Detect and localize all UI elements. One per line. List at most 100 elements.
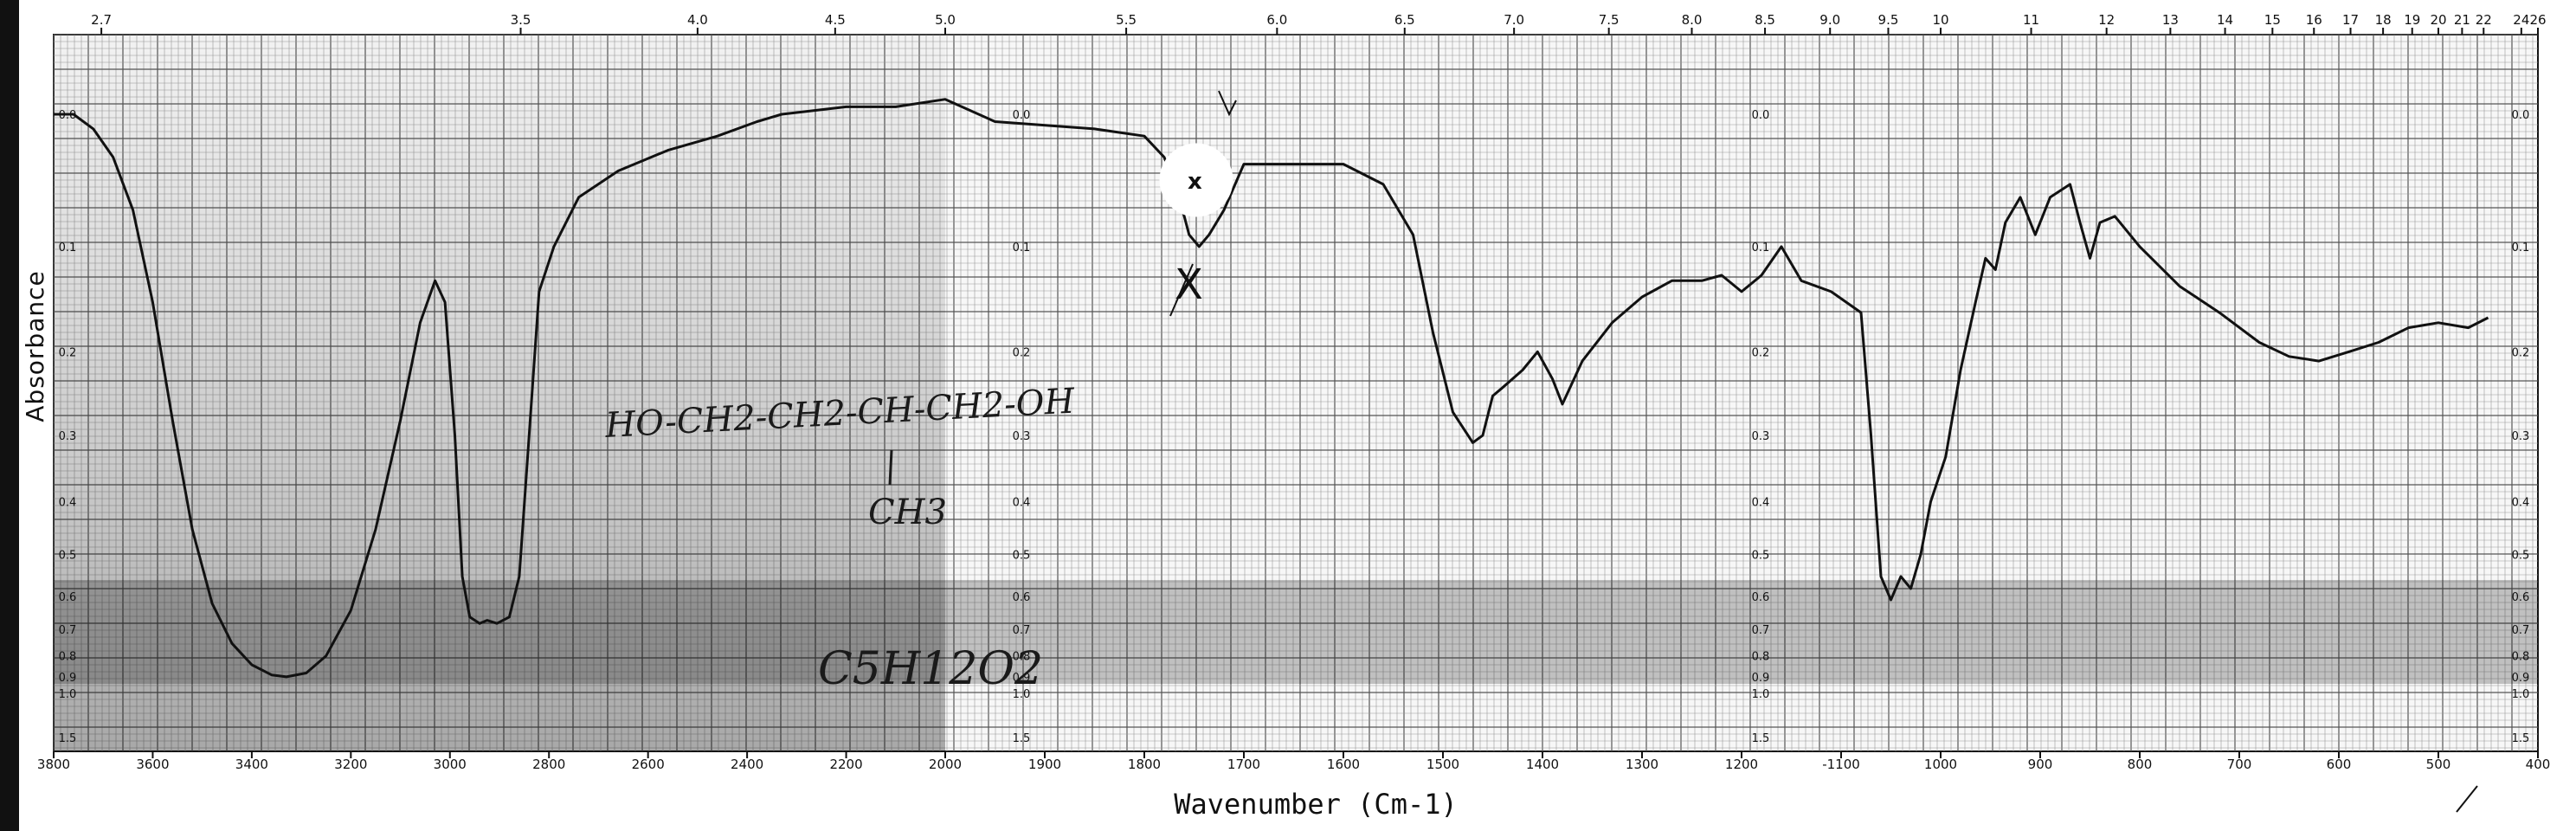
absorbance-tick-label: 0.7: [1013, 624, 1031, 637]
top-tick-label: 21: [2454, 12, 2470, 28]
top-tick-label: 22: [2476, 12, 2492, 28]
left-edge-bar: [0, 0, 19, 831]
absorbance-tick-label: 0.7: [2512, 624, 2530, 637]
absorbance-tick-label: 1.0: [1752, 688, 1770, 701]
absorbance-tick-label: 0.7: [1752, 624, 1770, 637]
absorbance-tick-label: 0.6: [59, 591, 77, 604]
shading-band: [54, 580, 2538, 684]
absorbance-tick-label: 0.5: [59, 549, 77, 562]
bottom-tick-label: 3200: [334, 757, 367, 772]
absorbance-tick-label: 0.2: [1013, 346, 1031, 359]
top-tick-label: 4.5: [825, 12, 846, 28]
absorbance-scales: 0.0 0.1 0.2 0.3 0.4 0.5 0.6 0.7 0.8 0.9 1.0 1.5 0.0 0…: [59, 109, 2530, 745]
absorbance-tick-label: 0.6: [1752, 591, 1770, 604]
top-tick-label: 3.5: [511, 12, 531, 28]
absorbance-tick-label: 0.8: [2512, 651, 2530, 664]
top-tick-label: 5.0: [935, 12, 956, 28]
absorbance-tick-label: 0.3: [1013, 430, 1031, 443]
top-tick-label: 5.5: [1116, 12, 1137, 28]
bottom-tick-label: 1000: [1924, 757, 1957, 772]
x-axis-title: Wavenumber (Cm-1): [1174, 788, 1458, 821]
absorbance-tick-label: 0.1: [2512, 242, 2530, 254]
top-tick-label: 24: [2513, 12, 2529, 28]
absorbance-tick-label: 0.5: [2512, 549, 2530, 562]
absorbance-tick-label: 0.1: [59, 242, 77, 254]
absorbance-tick-label: 0.1: [1013, 242, 1031, 254]
molecular-formula: C5H12O2: [818, 643, 1043, 695]
bottom-tick-label: 2400: [731, 757, 763, 772]
bottom-tick-label: 3000: [434, 757, 467, 772]
absorbance-tick-label: 0.9: [59, 672, 77, 685]
absorbance-tick-label: 0.2: [2512, 346, 2530, 359]
bottom-tick-label: 2600: [632, 757, 665, 772]
absorbance-tick-label: 0.5: [1752, 549, 1770, 562]
top-tick-label: 17: [2342, 12, 2359, 28]
top-tick-label: 19: [2404, 12, 2420, 28]
top-tick-label: 6.5: [1394, 12, 1415, 28]
bottom-tick-label: 1900: [1028, 757, 1061, 772]
annotation-marks: x X: [1159, 90, 2478, 813]
top-tick-label: 8.0: [1682, 12, 1703, 28]
shading-left: [54, 35, 945, 751]
top-tick-label: 4.0: [687, 12, 708, 28]
top-tick-label: 18: [2375, 12, 2392, 28]
absorbance-tick-label: 0.7: [59, 624, 77, 637]
absorbance-tick-label: 0.4: [1752, 497, 1770, 510]
bottom-tick-label: 1800: [1128, 757, 1161, 772]
structure-substituent: CH3: [868, 493, 947, 532]
bottom-tick-label: 2800: [532, 757, 565, 772]
bottom-tick-label: 800: [2128, 757, 2153, 772]
top-micron-axis: 2.7 3.5 4.0 4.5 5.0 5.5 6.0 6.5 7.0 7.5 8.0 8.5 9.0 9…: [91, 12, 2547, 35]
absorbance-tick-label: 0.2: [59, 346, 77, 359]
spectrum-line: [54, 98, 2489, 679]
bottom-tick-label: 2200: [829, 757, 862, 772]
bottom-tick-label: 1700: [1227, 757, 1260, 772]
top-tick-label: 2.7: [91, 12, 112, 28]
absorbance-tick-label: 0.3: [59, 430, 77, 443]
bottom-tick-label: 1500: [1426, 757, 1459, 772]
annotation-x-small: x: [1188, 169, 1202, 195]
top-tick-label: 10: [1932, 12, 1948, 28]
absorbance-tick-label: 0.8: [1752, 651, 1770, 664]
absorbance-tick-label: 0.4: [1013, 497, 1031, 510]
top-tick-label: 20: [2430, 12, 2446, 28]
absorbance-tick-label: 0.6: [2512, 591, 2530, 604]
top-tick-label: 9.5: [1878, 12, 1899, 28]
absorbance-tick-label: 0.0: [1013, 109, 1031, 122]
top-tick-label: 12: [2098, 12, 2115, 28]
top-tick-label: 8.5: [1755, 12, 1775, 28]
top-tick-label: 26: [2529, 12, 2546, 28]
absorbance-tick-label: 1.5: [1013, 732, 1031, 745]
corner-stroke: [2456, 785, 2478, 813]
bottom-tick-label: 3600: [136, 757, 169, 772]
absorbance-tick-label: 0.8: [59, 651, 77, 664]
annotation-x-large: X: [1175, 261, 1203, 309]
bottom-tick-label: 900: [2028, 757, 2053, 772]
bottom-tick-label: 1400: [1526, 757, 1559, 772]
contamination-circle: [1159, 143, 1233, 217]
bottom-tick-label: 500: [2426, 757, 2451, 772]
top-tick-label: 11: [2023, 12, 2039, 28]
absorbance-tick-label: 1.5: [1752, 732, 1770, 745]
bottom-tick-label: 400: [2526, 757, 2551, 772]
bottom-wavenumber-axis: 3800 3600 3400 3200 3000 2800 2600 2400 2200 2000…: [37, 751, 2550, 772]
top-tick-label: 6.0: [1266, 12, 1287, 28]
top-tick-label: 16: [2306, 12, 2322, 28]
absorbance-tick-label: 0.3: [1752, 430, 1770, 443]
absorbance-tick-label: 1.0: [2512, 688, 2530, 701]
absorbance-tick-label: 0.9: [1752, 672, 1770, 685]
bottom-tick-label: 1300: [1626, 757, 1658, 772]
bottom-tick-label: 1200: [1725, 757, 1758, 772]
top-tick-label: 15: [2264, 12, 2281, 28]
bottom-tick-label: 700: [2227, 757, 2252, 772]
substituent-bond: [888, 449, 893, 486]
absorbance-tick-label: 0.4: [59, 497, 77, 510]
top-tick-label: 13: [2162, 12, 2179, 28]
absorbance-tick-label: 0.3: [2512, 430, 2530, 443]
annotation-tick: [1218, 90, 1237, 117]
absorbance-tick-label: 0.9: [2512, 672, 2530, 685]
absorbance-tick-label: 0.0: [1752, 109, 1770, 122]
top-tick-label: 7.0: [1504, 12, 1524, 28]
absorbance-tick-label: 0.2: [1752, 346, 1770, 359]
